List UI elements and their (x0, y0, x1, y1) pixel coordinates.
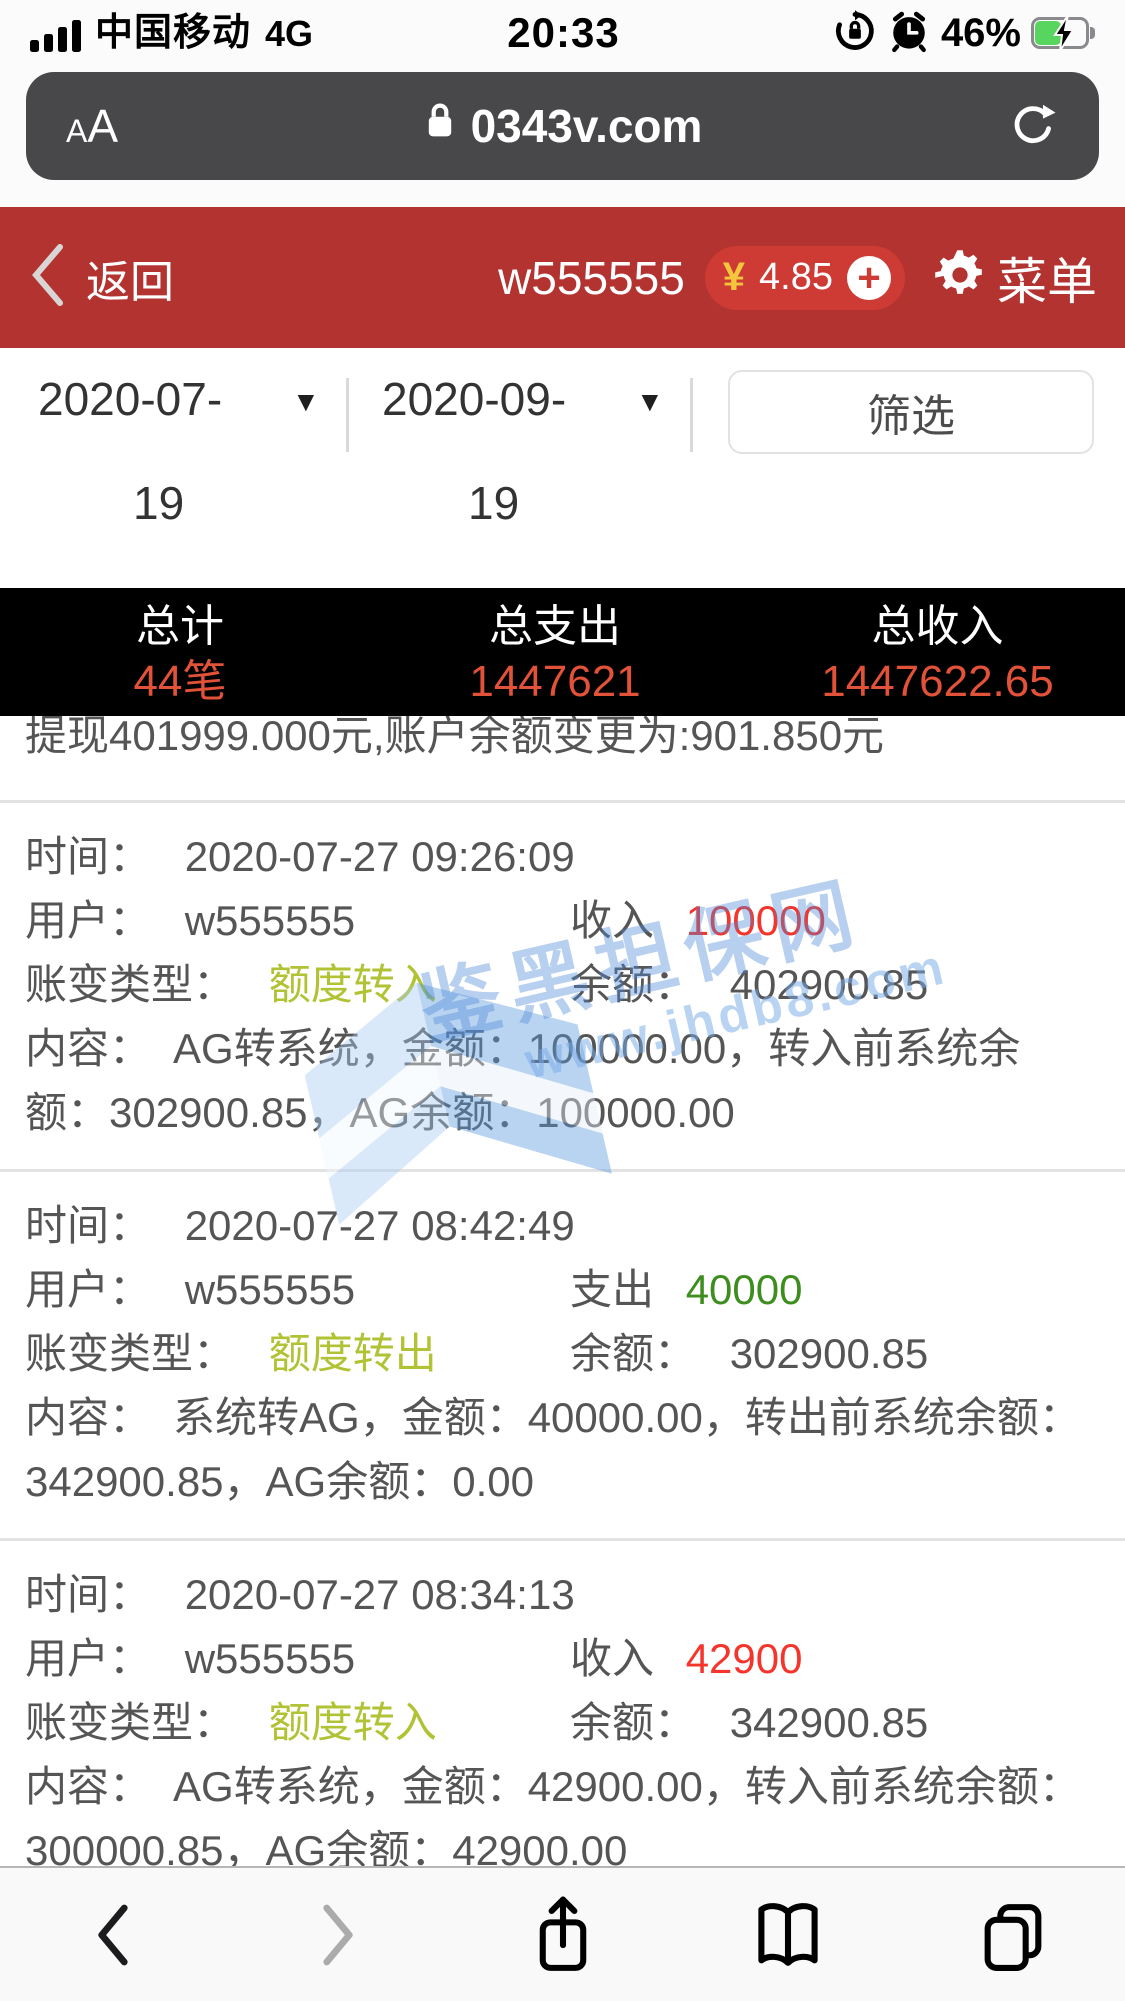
address-domain-label: 0343v.com (470, 100, 703, 152)
time-value: 2020-07-27 08:42:49 (184, 1202, 575, 1249)
summary-value: 1447621 (469, 657, 641, 706)
end-month-value: 2020-09- (382, 373, 567, 425)
content-value: 系统转AG，金额：40000.00，转出前系统余额：342900.85，AG余额… (25, 1394, 1081, 1505)
refresh-button[interactable] (919, 100, 1059, 152)
divider (690, 378, 693, 452)
menu-button[interactable]: 菜单 (933, 242, 1097, 314)
balance-amount: 4.85 (759, 256, 833, 298)
status-bar: 中国移动 4G 20:33 46% (0, 0, 1125, 60)
browser-toolbar (0, 1866, 1125, 2001)
content-value: AG转系统，金额：42900.00，转入前系统余额：300000.85，AG余额… (25, 1763, 1081, 1874)
direction-label: 支出 (570, 1266, 655, 1313)
back-label: 返回 (86, 257, 174, 307)
alarm-clock-icon (887, 9, 931, 58)
type-value: 额度转出 (268, 1330, 437, 1377)
type-label: 账变类型： (25, 1699, 236, 1746)
back-chevron-icon (28, 243, 68, 312)
plus-icon: + (857, 255, 881, 300)
back-button[interactable]: 返回 (28, 243, 498, 312)
nav-forward-button[interactable] (278, 1885, 398, 1985)
type-label: 账变类型： (25, 1330, 236, 1377)
tabs-button[interactable] (953, 1885, 1073, 1985)
summary-value: 1447622.65 (821, 657, 1054, 706)
balance-value: 402900.85 (729, 961, 929, 1008)
user-value: w555555 (184, 1266, 356, 1313)
balance-value: 302900.85 (729, 1330, 929, 1377)
balance-label: 余额： (570, 1330, 697, 1377)
direction-label: 收入 (570, 897, 655, 944)
transaction-item: 时间： 2020-07-27 08:34:13 用户： w555555 收入 4… (0, 1538, 1125, 1907)
username-label: w555555 (498, 251, 685, 304)
app-header: 返回 w555555 ¥ 4.85 + 菜单 (0, 207, 1125, 348)
user-label: 用户： (25, 1266, 152, 1313)
clock-label: 20:33 (507, 9, 620, 56)
balance-label: 余额： (570, 1699, 697, 1746)
transaction-item: 时间： 2020-07-27 09:26:09 用户： w555555 收入 1… (0, 800, 1125, 1169)
rotation-lock-icon (833, 9, 877, 58)
start-day-value: 19 (133, 477, 185, 529)
browser-chrome: AA 0343v.com (0, 60, 1125, 207)
user-value: w555555 (184, 897, 356, 944)
address-bar[interactable]: AA 0343v.com (26, 72, 1099, 180)
time-label: 时间： (25, 833, 152, 880)
reader-view-button[interactable]: AA (66, 100, 119, 152)
bookmarks-button[interactable] (728, 1885, 848, 1985)
filter-button-label: 筛选 (867, 392, 955, 441)
summary-total-count: 总计 44笔 (0, 600, 360, 716)
amount-value: 40000 (685, 1266, 803, 1313)
transaction-list: 提现401999.000元,账户余额变更为:901.850元 时间： 2020-… (0, 716, 1125, 1907)
nav-back-button[interactable] (53, 1885, 173, 1985)
battery-charging-icon (1031, 14, 1097, 52)
balance-pill[interactable]: ¥ 4.85 + (704, 245, 905, 310)
yuan-icon: ¥ (722, 255, 746, 299)
amount-value: 100000 (685, 897, 826, 944)
chevron-down-icon: ▼ (636, 386, 664, 417)
menu-label: 菜单 (997, 253, 1097, 310)
type-label: 账变类型： (25, 961, 236, 1008)
clipped-transaction-row: 提现401999.000元,账户余额变更为:901.850元 (0, 716, 1125, 772)
gear-icon (933, 248, 987, 307)
summary-label: 总收入 (871, 602, 1004, 651)
user-value: w555555 (184, 1635, 356, 1682)
filter-bar: 2020-07- ▼ 19 2020-09- ▼ 19 筛选 (0, 348, 1125, 588)
end-day-value: 19 (468, 477, 520, 529)
content-label: 内容： (25, 1025, 152, 1072)
content-label: 内容： (25, 1394, 152, 1441)
content-label: 内容： (25, 1763, 152, 1810)
direction-label: 收入 (570, 1635, 655, 1682)
signal-bars-icon (30, 18, 81, 52)
divider (346, 378, 349, 452)
carrier-label: 中国移动 (95, 12, 252, 54)
summary-label: 总支出 (489, 602, 621, 651)
network-label: 4G (265, 13, 314, 54)
balance-value: 342900.85 (729, 1699, 929, 1746)
amount-value: 42900 (685, 1635, 803, 1682)
add-funds-button[interactable]: + (847, 255, 891, 300)
battery-percent-label: 46% (940, 10, 1021, 55)
transaction-item: 时间： 2020-07-27 08:42:49 用户： w555555 支出 4… (0, 1169, 1125, 1538)
time-label: 时间： (25, 1202, 152, 1249)
summary-total-expense: 总支出 1447621 (360, 600, 750, 716)
summary-label: 总计 (136, 602, 224, 651)
time-label: 时间： (25, 1571, 152, 1618)
summary-value: 44笔 (133, 657, 227, 706)
content-value: AG转系统，金额：100000.00，转入前系统余额：302900.85，AG余… (25, 1025, 1021, 1136)
clipped-text: 提现401999.000元,账户余额变更为:901.850元 (25, 716, 885, 759)
user-label: 用户： (25, 897, 152, 944)
type-value: 额度转入 (268, 961, 437, 1008)
balance-label: 余额： (570, 961, 697, 1008)
summary-bar: 总计 44笔 总支出 1447621 总收入 1447622.65 (0, 588, 1125, 716)
chevron-down-icon: ▼ (292, 386, 320, 417)
type-value: 额度转入 (268, 1699, 437, 1746)
filter-button[interactable]: 筛选 (728, 370, 1094, 454)
summary-total-income: 总收入 1447622.65 (750, 600, 1125, 716)
time-value: 2020-07-27 08:34:13 (184, 1571, 575, 1618)
time-value: 2020-07-27 09:26:09 (184, 833, 575, 880)
share-button[interactable] (503, 1885, 623, 1985)
start-month-value: 2020-07- (38, 373, 223, 425)
user-label: 用户： (25, 1635, 152, 1682)
lock-icon (423, 99, 457, 153)
